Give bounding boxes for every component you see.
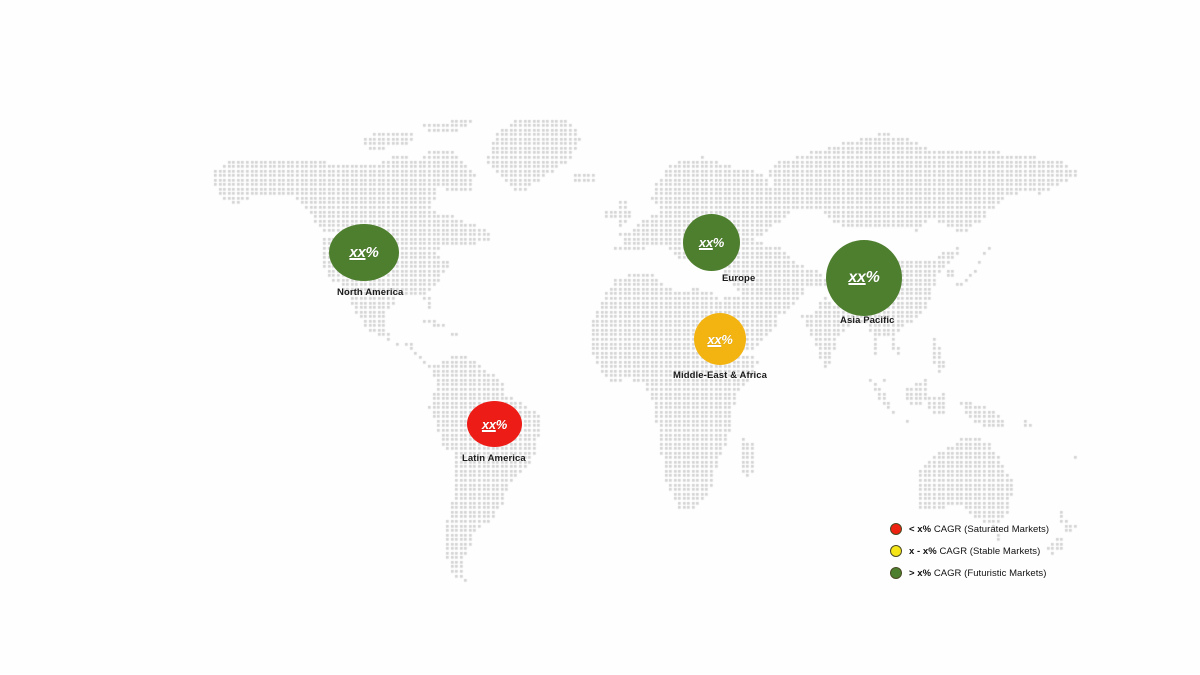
region-bubble[interactable]: xx% bbox=[826, 240, 902, 316]
region-value: xx% bbox=[698, 235, 725, 250]
region-bubble[interactable]: xx% bbox=[683, 214, 740, 271]
region-label: Middle-East & Africa bbox=[673, 370, 768, 381]
region-bubble[interactable]: xx% bbox=[467, 401, 522, 447]
region-value: xx% bbox=[848, 269, 880, 286]
region-label: Asia Pacific bbox=[840, 315, 895, 326]
region-value: xx% bbox=[481, 416, 508, 432]
region-label: North America bbox=[337, 287, 404, 298]
legend-color-dot bbox=[890, 523, 902, 535]
legend-row[interactable]: > x% CAGR (Futuristic Markets) bbox=[890, 562, 1090, 584]
region-value: xx% bbox=[349, 244, 379, 261]
region-label: Europe bbox=[722, 273, 756, 284]
region-value: xx% bbox=[707, 331, 733, 347]
legend-color-dot bbox=[890, 545, 902, 557]
legend-color-dot bbox=[890, 567, 902, 579]
region-bubble[interactable]: xx% bbox=[329, 224, 399, 281]
legend-label: > x% CAGR (Futuristic Markets) bbox=[909, 567, 1047, 579]
legend-label: < x% CAGR (Saturated Markets) bbox=[909, 523, 1050, 535]
legend-label: x - x% CAGR (Stable Markets) bbox=[909, 545, 1041, 557]
legend: < x% CAGR (Saturated Markets) x - x% CAGR… bbox=[890, 518, 1090, 584]
legend-row[interactable]: < x% CAGR (Saturated Markets) bbox=[890, 518, 1090, 540]
legend-row[interactable]: x - x% CAGR (Stable Markets) bbox=[890, 540, 1090, 562]
region-label: Latin America bbox=[462, 453, 526, 464]
region-bubble[interactable]: xx% bbox=[694, 313, 746, 365]
